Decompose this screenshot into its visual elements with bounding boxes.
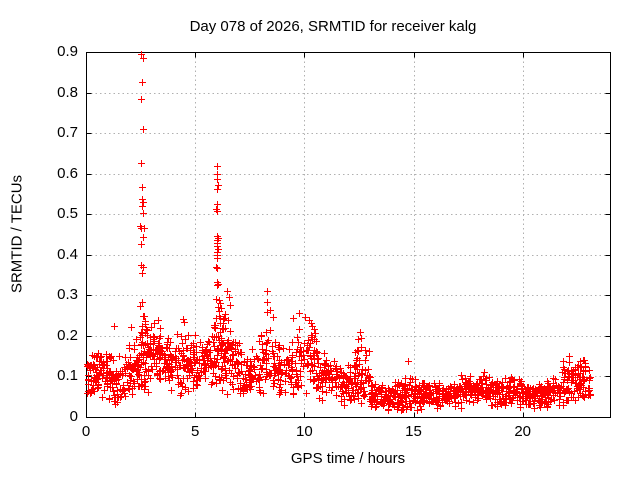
x-tick-label: 10: [295, 423, 313, 440]
y-tick-label: 0.3: [57, 286, 78, 304]
x-tick-label: 15: [405, 423, 422, 440]
plot-border: [86, 52, 611, 418]
y-tick-label: 0: [69, 408, 78, 425]
y-axis-label: SRMTID / TECUs: [8, 174, 26, 294]
y-tick-label: 0.7: [57, 124, 78, 142]
chart-title: Day 078 of 2026, SRMTID for receiver kal…: [189, 18, 477, 35]
y-tick-label: 0.4: [57, 245, 78, 263]
y-tick-label: 0.1: [57, 367, 78, 385]
x-tick-label: 20: [514, 423, 531, 440]
y-tick-label: 0.5: [57, 205, 78, 223]
y-tick-label: 0.8: [57, 83, 78, 101]
x-axis-label: GPS time / hours: [290, 450, 406, 467]
y-tick-label: 0.2: [57, 326, 78, 344]
x-tick-label: 0: [81, 423, 91, 440]
x-tick-label: 5: [190, 423, 200, 440]
y-tick-label: 0.9: [57, 43, 78, 60]
scatter-points: [84, 51, 594, 414]
y-tick-label: 0.6: [57, 164, 78, 182]
